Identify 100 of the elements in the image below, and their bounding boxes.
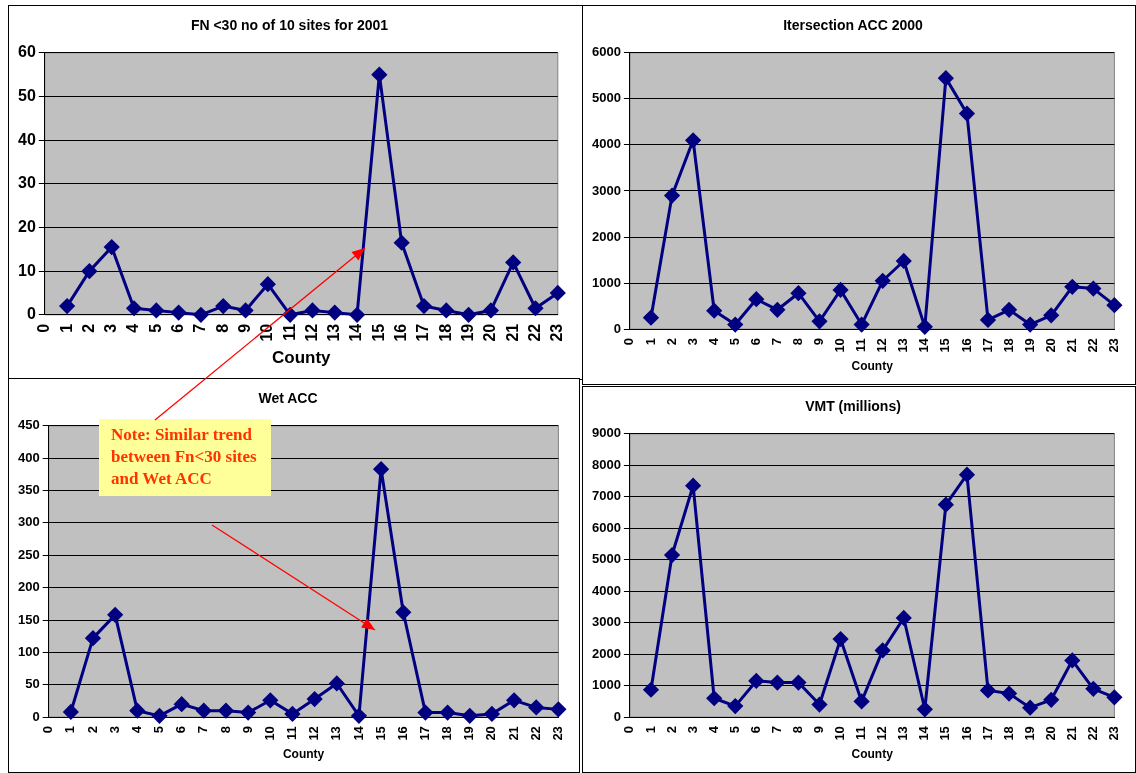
x-tick-label: 0 bbox=[621, 726, 637, 734]
x-tick-label: 16 bbox=[394, 726, 410, 741]
x-tick-label: 17 bbox=[979, 726, 995, 741]
x-tick-label: 20 bbox=[481, 323, 499, 342]
x-tick-label: 10 bbox=[832, 338, 848, 353]
point bbox=[833, 282, 849, 298]
point bbox=[240, 705, 256, 721]
y-tick-label: 4000 bbox=[592, 136, 621, 152]
y-tick-label: 5000 bbox=[592, 551, 621, 567]
x-tick-label: 7 bbox=[195, 726, 211, 734]
x-tick-label: 14 bbox=[347, 323, 365, 342]
point bbox=[1022, 317, 1038, 333]
point bbox=[727, 698, 743, 714]
point bbox=[1064, 279, 1080, 295]
point bbox=[706, 690, 722, 706]
y-tick-label: 30 bbox=[18, 174, 36, 192]
y-tick-label: 6000 bbox=[592, 44, 621, 60]
point bbox=[462, 708, 478, 724]
y-tick-label: 40 bbox=[18, 130, 36, 148]
x-tick-label: 16 bbox=[958, 726, 974, 741]
x-tick-label: 15 bbox=[937, 338, 953, 353]
x-tick-label: 6 bbox=[173, 726, 189, 734]
x-tick-label: 7 bbox=[768, 338, 784, 346]
point bbox=[1085, 281, 1101, 297]
x-tick-label: 12 bbox=[302, 323, 320, 342]
y-tick-label: 6000 bbox=[592, 519, 621, 535]
point bbox=[664, 188, 680, 204]
x-tick-label: 8 bbox=[217, 726, 233, 734]
point bbox=[1043, 692, 1059, 708]
x-tick-label: 12 bbox=[306, 726, 322, 741]
y-tick-label: 1000 bbox=[592, 274, 621, 290]
point bbox=[812, 697, 827, 713]
y-tick-label: 50 bbox=[25, 676, 40, 692]
point bbox=[727, 317, 743, 333]
y-tick-label: 0 bbox=[613, 708, 621, 724]
point bbox=[152, 708, 167, 724]
point bbox=[685, 132, 701, 148]
point bbox=[104, 239, 120, 255]
x-tick-label: 23 bbox=[1105, 338, 1121, 353]
point bbox=[215, 298, 231, 314]
x-tick-label: 21 bbox=[503, 323, 521, 342]
y-tick-label: 7000 bbox=[592, 488, 621, 504]
x-tick-label: 21 bbox=[505, 726, 521, 741]
x-tick-label: 17 bbox=[417, 726, 433, 741]
point bbox=[85, 630, 101, 646]
point bbox=[748, 673, 764, 689]
x-axis-title: County bbox=[282, 747, 325, 762]
x-tick-label: 1 bbox=[642, 726, 658, 734]
point bbox=[171, 305, 187, 321]
y-tick-label: 3000 bbox=[592, 614, 621, 630]
point bbox=[685, 478, 701, 494]
x-tick-label: 8 bbox=[790, 338, 806, 346]
point bbox=[1085, 681, 1101, 697]
point bbox=[218, 703, 234, 719]
x-axis-title: County bbox=[851, 359, 894, 374]
x-tick-label: 21 bbox=[1063, 338, 1079, 353]
y-tick-label: 0 bbox=[32, 708, 40, 724]
x-tick-label: 5 bbox=[726, 726, 742, 734]
x-tick-label: 11 bbox=[284, 726, 300, 740]
point bbox=[63, 704, 79, 720]
x-tick-label: 18 bbox=[1000, 338, 1016, 353]
point bbox=[483, 302, 499, 318]
point bbox=[769, 302, 785, 318]
point bbox=[126, 300, 142, 316]
point bbox=[875, 642, 891, 658]
y-tick-label: 5000 bbox=[592, 90, 621, 106]
point bbox=[959, 106, 975, 122]
x-tick-label: 5 bbox=[151, 726, 167, 734]
point bbox=[373, 461, 389, 477]
x-tick-label: 3 bbox=[102, 323, 120, 333]
point bbox=[282, 307, 298, 323]
x-tick-label: 11 bbox=[853, 726, 869, 740]
point bbox=[484, 706, 500, 722]
point bbox=[129, 703, 145, 719]
point bbox=[506, 692, 522, 708]
point bbox=[284, 706, 300, 722]
point bbox=[938, 70, 954, 86]
point bbox=[550, 701, 566, 717]
x-tick-label: 2 bbox=[84, 726, 100, 734]
point bbox=[550, 285, 566, 301]
x-tick-label: 19 bbox=[1021, 338, 1037, 353]
y-tick-label: 1000 bbox=[592, 677, 621, 693]
x-tick-label: 7 bbox=[191, 323, 209, 333]
point bbox=[643, 682, 659, 698]
point bbox=[1106, 297, 1122, 313]
y-tick-label: 3000 bbox=[592, 182, 621, 198]
point bbox=[196, 703, 212, 719]
chart-title: Wet ACC bbox=[258, 390, 318, 407]
point bbox=[1106, 689, 1122, 705]
y-tick-label: 4000 bbox=[592, 582, 621, 598]
y-tick-label: 9000 bbox=[592, 425, 621, 441]
x-axis-title: County bbox=[272, 348, 332, 368]
point bbox=[148, 302, 164, 318]
x-tick-label: 16 bbox=[958, 338, 974, 353]
x-tick-label: 2 bbox=[663, 338, 679, 346]
y-tick-label: 2000 bbox=[592, 645, 621, 661]
x-tick-label: 21 bbox=[1063, 726, 1079, 741]
x-tick-label: 13 bbox=[325, 323, 343, 342]
point bbox=[664, 547, 680, 563]
point bbox=[875, 273, 891, 289]
